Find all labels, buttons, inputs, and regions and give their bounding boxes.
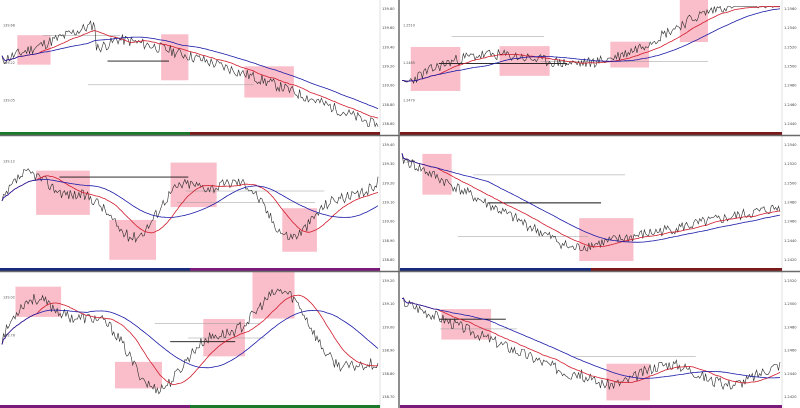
price-tick-label: 138.80 <box>382 372 395 376</box>
price-tick-label: 1.2540 <box>784 143 797 147</box>
session-bar <box>190 405 380 408</box>
price-tick-label: 138.80 <box>382 103 395 107</box>
level-tag: 139.05 <box>3 99 15 103</box>
price-tick-label: 139.80 <box>382 7 395 11</box>
price-chart[interactable]: 139.80 139.60 139.40 139.20 139.00 138.80 138.… <box>0 0 398 135</box>
price-tick-label: 139.00 <box>382 84 395 88</box>
highlight-zone <box>252 272 295 319</box>
price-tick-label: 1.2420 <box>784 258 797 262</box>
price-tick-label: 1.2540 <box>784 26 797 30</box>
session-bar <box>0 132 190 135</box>
level-tag: 139.12 <box>3 160 15 164</box>
chart-panel-mid-right[interactable]: 1.2540 1.2520 1.2500 1.2480 1.2460 1.2440 1.24… <box>400 136 800 271</box>
price-tick-label: 138.80 <box>382 258 395 262</box>
price-tick-label: 1.2520 <box>784 162 797 166</box>
price-tick-label: 139.20 <box>382 65 395 69</box>
session-bar <box>591 405 782 408</box>
session-bar <box>591 268 782 271</box>
price-tick-label: 139.00 <box>382 220 395 224</box>
price-tick-label: 1.2480 <box>784 84 797 88</box>
chart-panel-bottom-left[interactable]: 139.20 139.10 139.00 138.90 138.80 138.70 139.… <box>0 272 398 408</box>
price-tick-label: 1.2460 <box>784 349 797 353</box>
moving-average-slow <box>1 309 379 369</box>
price-tick-label: 139.20 <box>382 181 395 185</box>
session-bar <box>400 268 591 271</box>
level-tag: 139.22 <box>3 61 15 65</box>
session-bar <box>190 268 380 271</box>
price-tick-label: 139.30 <box>382 162 395 166</box>
moving-average-fast <box>1 294 379 386</box>
price-tick-label: 1.2440 <box>784 239 797 243</box>
price-chart[interactable]: 1.2560 1.2540 1.2520 1.2500 1.2480 1.2460 1.24… <box>400 0 800 135</box>
moving-average-slow <box>1 179 379 218</box>
moving-average-fast <box>1 175 379 234</box>
level-tag: 1.2480 <box>403 160 415 164</box>
moving-average-slow <box>1 36 379 109</box>
price-tick-label: 138.90 <box>382 239 395 243</box>
session-bar <box>591 132 782 135</box>
price-tick-label: 1.2460 <box>784 220 797 224</box>
level-tag: 139.02 <box>3 296 15 300</box>
price-tick-label: 139.20 <box>382 279 395 283</box>
price-tick-label: 1.2480 <box>784 325 797 329</box>
price-tick-label: 1.2500 <box>784 181 797 185</box>
price-tick-label: 1.2460 <box>784 103 797 107</box>
level-tag: 1.2485 <box>403 61 415 65</box>
price-tick-label: 1.2520 <box>784 45 797 49</box>
price-chart[interactable]: 1.2520 1.2500 1.2480 1.2460 1.2440 1.2420 <box>400 272 800 408</box>
price-line <box>1 168 379 243</box>
level-tag: 1.2510 <box>403 24 415 28</box>
price-tick-label: 139.40 <box>382 45 395 49</box>
price-line <box>401 5 780 84</box>
moving-average-slow <box>401 297 781 379</box>
price-tick-label: 139.40 <box>382 143 395 147</box>
level-tag: 139.68 <box>3 24 15 28</box>
price-tick-label: 138.90 <box>382 349 395 353</box>
session-bar <box>0 268 190 271</box>
price-tick-label: 1.2480 <box>784 201 797 205</box>
price-chart[interactable]: 139.40 139.30 139.20 139.10 139.00 138.90 138.… <box>0 136 398 271</box>
highlight-zone <box>679 0 708 43</box>
price-tick-label: 1.2420 <box>784 395 797 399</box>
price-tick-label: 1.2440 <box>784 372 797 376</box>
session-bar <box>190 132 380 135</box>
price-tick-label: 1.2520 <box>784 279 797 283</box>
moving-average-slow <box>401 153 781 243</box>
session-bar <box>0 405 190 408</box>
chart-panel-top-left[interactable]: 139.80 139.60 139.40 139.20 139.00 138.80 138.… <box>0 0 398 135</box>
session-bar <box>400 132 591 135</box>
price-tick-label: 139.10 <box>382 201 395 205</box>
level-tag: 138.76 <box>3 333 15 337</box>
price-line <box>401 297 781 391</box>
price-chart[interactable]: 139.20 139.10 139.00 138.90 138.80 138.70 139.… <box>0 272 398 408</box>
moving-average-fast <box>401 6 780 82</box>
session-bar <box>400 405 591 408</box>
chart-panel-bottom-right[interactable]: 1.2520 1.2500 1.2480 1.2460 1.2440 1.2420 <box>400 272 800 408</box>
moving-average-fast <box>401 297 781 384</box>
price-line <box>1 20 379 128</box>
price-tick-label: 1.2500 <box>784 65 797 69</box>
price-tick-label: 138.60 <box>382 122 395 126</box>
price-tick-label: 1.2500 <box>784 302 797 306</box>
price-chart[interactable]: 1.2540 1.2520 1.2500 1.2480 1.2460 1.2440 1.24… <box>400 136 800 271</box>
moving-average-fast <box>401 153 780 248</box>
chart-panel-top-right[interactable]: 1.2560 1.2540 1.2520 1.2500 1.2480 1.2460 1.24… <box>400 0 800 135</box>
chart-panel-mid-left[interactable]: 139.40 139.30 139.20 139.10 139.00 138.90 138.… <box>0 136 398 271</box>
price-tick-label: 139.10 <box>382 302 395 306</box>
price-tick-label: 138.70 <box>382 395 395 399</box>
moving-average-fast <box>1 30 379 119</box>
level-tag: 1.2470 <box>403 99 415 103</box>
price-tick-label: 139.00 <box>382 325 395 329</box>
price-tick-label: 1.2440 <box>784 122 797 126</box>
price-tick-label: 139.60 <box>382 26 395 30</box>
moving-average-slow <box>401 8 781 82</box>
price-tick-label: 1.2560 <box>784 7 797 11</box>
